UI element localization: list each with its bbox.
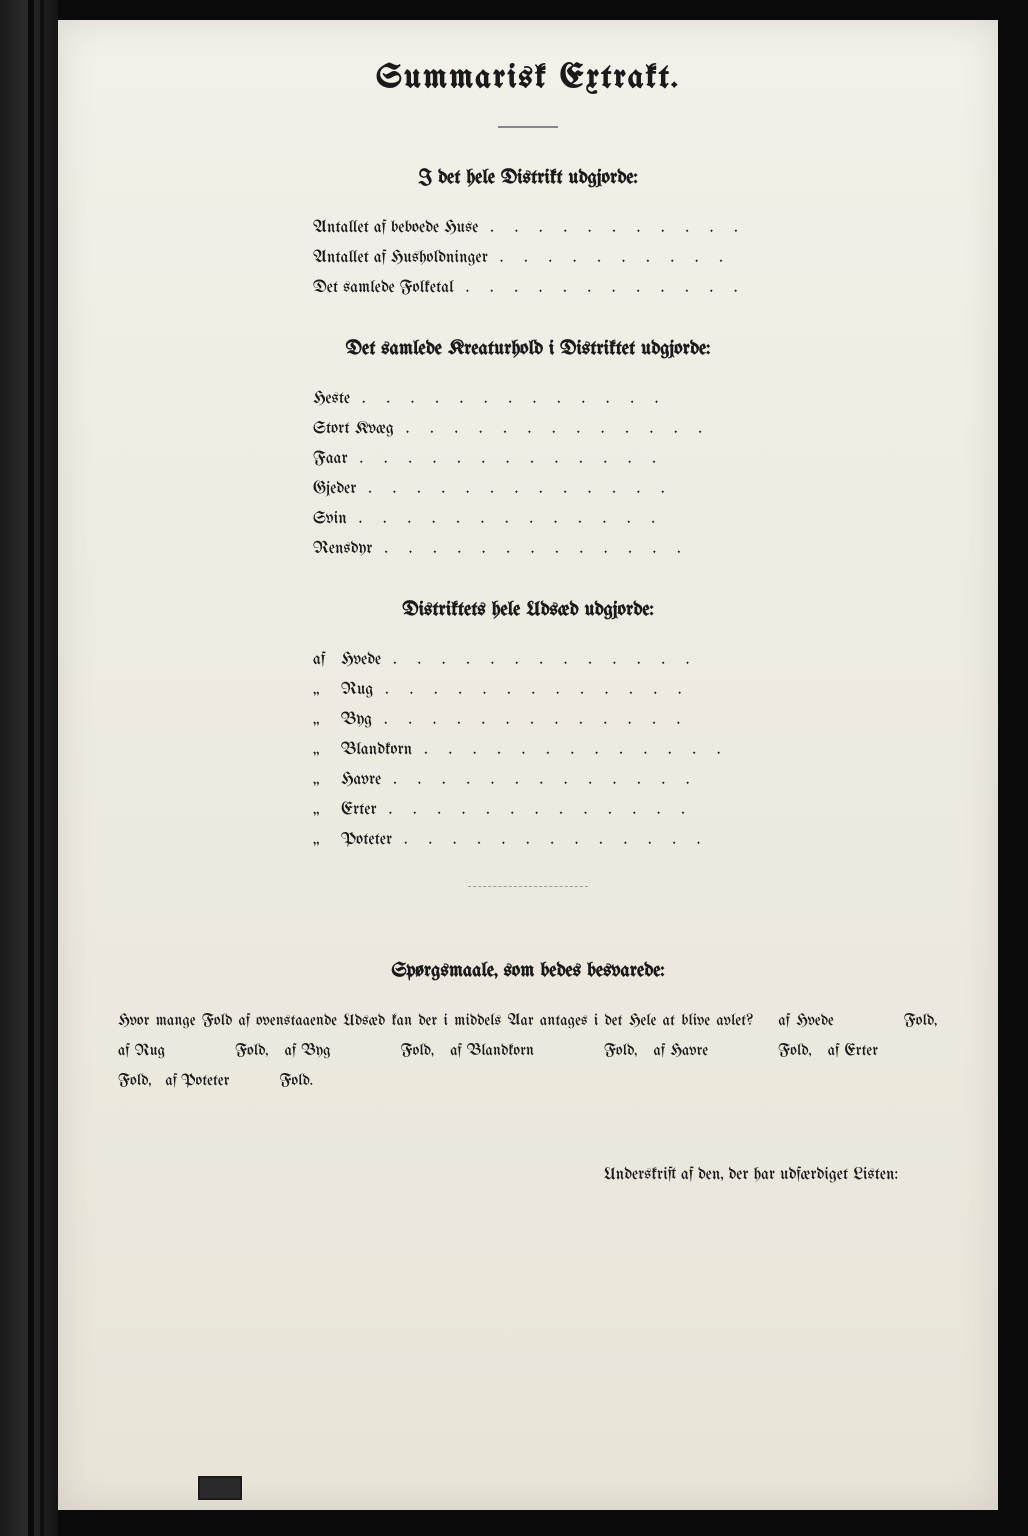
item-prefix: „	[313, 796, 341, 826]
q-part-unit: Fold,	[778, 1043, 811, 1060]
list-item: af Hvede . . . . . . . . . . . . .	[313, 646, 743, 676]
book-spine	[0, 0, 58, 1536]
item-label: Antallet af Husholdninger	[313, 244, 488, 274]
q-part-of: af Blandkorn	[450, 1043, 534, 1060]
list-item: Gjeder . . . . . . . . . . . . .	[313, 475, 743, 505]
item-label: Det samlede Folketal	[313, 274, 454, 304]
section1-list: Antallet af beboede Huse . . . . . . . .…	[313, 214, 743, 304]
leader-dots: . . . . . . . . . . . . .	[478, 214, 743, 244]
section2-list: Heste . . . . . . . . . . . . . Stort Kv…	[313, 385, 743, 565]
item-label: Byg	[341, 706, 372, 736]
list-item: „ Byg . . . . . . . . . . . . .	[313, 706, 743, 736]
list-item: Antallet af beboede Huse . . . . . . . .…	[313, 214, 743, 244]
section-divider	[468, 886, 588, 891]
item-label: Poteter	[341, 826, 392, 856]
q-part-of: af Erter	[828, 1043, 878, 1060]
leader-dots: . . . . . . . . . . . . .	[372, 535, 743, 565]
bottom-tab	[198, 1476, 242, 1500]
q-part-of: af Hvede	[778, 1013, 833, 1030]
item-label: Gjeder	[313, 475, 356, 505]
list-item: „ Blandkorn . . . . . . . . . . . . .	[313, 736, 743, 766]
list-item: Det samlede Folketal . . . . . . . . . .…	[313, 274, 743, 304]
item-label: Hvede	[341, 646, 381, 676]
list-item: Svin . . . . . . . . . . . . .	[313, 505, 743, 535]
item-label: Svin	[313, 505, 347, 535]
leader-dots: . . . . . . . . . . . . .	[350, 385, 743, 415]
item-label: Faar	[313, 445, 348, 475]
list-item: „ Erter . . . . . . . . . . . . .	[313, 796, 743, 826]
leader-dots: . . . . . . . . . . . . .	[454, 274, 743, 304]
item-label: Heste	[313, 385, 350, 415]
q-part-unit: Fold,	[401, 1043, 434, 1060]
list-item: Rensdyr . . . . . . . . . . . . .	[313, 535, 743, 565]
leader-dots: . . . . . . . . . . . . .	[392, 826, 743, 856]
q-part-of: af Havre	[654, 1043, 709, 1060]
questions-body: Hvor mange Fold af ovenstaaende Udsæd ka…	[58, 1007, 998, 1097]
document-page: Summarisk Extrakt. I det hele Distrikt u…	[58, 20, 998, 1510]
leader-dots: . . . . . . . . . . . . .	[412, 736, 743, 766]
item-label: Erter	[341, 796, 377, 826]
list-item: Antallet af Husholdninger . . . . . . . …	[313, 244, 743, 274]
list-item: Faar . . . . . . . . . . . . .	[313, 445, 743, 475]
leader-dots: . . . . . . . . . . . . .	[488, 244, 743, 274]
leader-dots: . . . . . . . . . . . . .	[372, 706, 743, 736]
list-item: „ Rug . . . . . . . . . . . . .	[313, 676, 743, 706]
list-item: „ Havre . . . . . . . . . . . . .	[313, 766, 743, 796]
leader-dots: . . . . . . . . . . . . .	[394, 415, 743, 445]
list-item: „ Poteter . . . . . . . . . . . . .	[313, 826, 743, 856]
leader-dots: . . . . . . . . . . . . .	[381, 766, 743, 796]
item-prefix: „	[313, 676, 341, 706]
right-dark-edge	[998, 0, 1028, 1536]
section3-heading: Distriktets hele Udsæd udgjorde:	[58, 600, 998, 621]
item-label: Rensdyr	[313, 535, 372, 565]
leader-dots: . . . . . . . . . . . . .	[348, 445, 743, 475]
item-label: Stort Kvæg	[313, 415, 394, 445]
item-prefix: „	[313, 826, 341, 856]
list-item: Heste . . . . . . . . . . . . .	[313, 385, 743, 415]
item-prefix: „	[313, 706, 341, 736]
item-label: Antallet af beboede Huse	[313, 214, 478, 244]
page-title: Summarisk Extrakt.	[58, 20, 998, 96]
leader-dots: . . . . . . . . . . . . .	[356, 475, 743, 505]
leader-dots: . . . . . . . . . . . . .	[381, 646, 743, 676]
item-label: Havre	[341, 766, 381, 796]
section2-heading: Det samlede Kreaturhold i Distriktet udg…	[58, 339, 998, 360]
leader-dots: . . . . . . . . . . . . .	[377, 796, 743, 826]
item-prefix: „	[313, 766, 341, 796]
q-part-of: af Byg	[285, 1043, 331, 1060]
list-item: Stort Kvæg . . . . . . . . . . . . .	[313, 415, 743, 445]
questions-intro: Hvor mange Fold af ovenstaaende Udsæd ka…	[118, 1013, 753, 1030]
item-prefix: „	[313, 736, 341, 766]
section3-list: af Hvede . . . . . . . . . . . . . „ Rug…	[313, 646, 743, 856]
signature-line: Underskrift af den, der har udfærdiget L…	[58, 1167, 998, 1184]
leader-dots: . . . . . . . . . . . . .	[373, 676, 743, 706]
q-part-unit: Fold,	[235, 1043, 268, 1060]
section1-heading: I det hele Distrikt udgjorde:	[58, 168, 998, 189]
q-part-unit: Fold,	[904, 1013, 937, 1030]
questions-heading: Spørgsmaale, som bedes besvarede:	[58, 961, 998, 982]
item-label: Rug	[341, 676, 373, 706]
leader-dots: . . . . . . . . . . . . .	[347, 505, 743, 535]
q-part-unit: Fold.	[279, 1073, 313, 1090]
q-part-unit: Fold,	[604, 1043, 637, 1060]
item-label: Blandkorn	[341, 736, 412, 766]
q-part-of: af Poteter	[165, 1073, 229, 1090]
questions-section: Spørgsmaale, som bedes besvarede: Hvor m…	[58, 961, 998, 1097]
q-part-of: af Rug	[118, 1043, 165, 1060]
q-part-unit: Fold,	[118, 1073, 151, 1090]
title-rule	[498, 126, 558, 128]
item-prefix: af	[313, 646, 341, 676]
